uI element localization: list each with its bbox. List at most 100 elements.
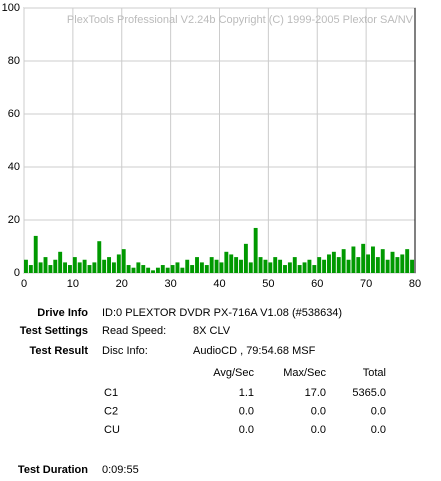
bar (371, 246, 375, 273)
bar (170, 265, 175, 273)
bar (87, 265, 92, 273)
y-tick-label: 100 (2, 2, 20, 14)
bar (375, 257, 380, 273)
bar (229, 254, 234, 273)
x-tick-label: 80 (409, 278, 421, 290)
bar (155, 267, 160, 273)
table-cell: 17.0 (305, 387, 326, 399)
table-cell: 1.1 (239, 387, 254, 399)
bar (199, 262, 204, 273)
table-cell: 0.0 (311, 424, 326, 436)
bar (366, 254, 371, 273)
bar (312, 265, 317, 273)
bar (102, 259, 107, 273)
x-tick-label: 60 (311, 278, 323, 290)
info-label: Test Duration (18, 464, 88, 476)
bar (395, 257, 400, 273)
bar (141, 265, 146, 273)
bar (385, 259, 390, 273)
bar (351, 246, 356, 273)
bar (327, 254, 331, 273)
bar (209, 257, 214, 273)
bar (410, 259, 415, 273)
bar (28, 265, 33, 273)
x-tick-label: 40 (213, 278, 225, 290)
bar (107, 257, 111, 273)
info-value: 8X CLV (193, 325, 231, 337)
bar (180, 267, 185, 273)
bar (283, 265, 287, 273)
bar (273, 257, 278, 273)
bar (405, 249, 410, 273)
bar (126, 265, 131, 273)
bar (146, 267, 151, 273)
bar (190, 265, 195, 273)
bar (361, 243, 366, 273)
x-tick-label: 10 (67, 278, 79, 290)
bar (239, 259, 243, 273)
info-value: ID:0 PLEXTOR DVDR PX-716A V1.08 (#538634… (102, 307, 342, 319)
bar (33, 235, 38, 273)
x-tick-label: 0 (21, 278, 27, 290)
bar (38, 262, 43, 273)
info-label: Drive Info (37, 307, 88, 319)
bar (258, 257, 263, 273)
bar (72, 257, 77, 273)
bar (53, 259, 58, 273)
bar (175, 262, 180, 273)
bar (77, 262, 82, 273)
info-key: Read Speed: (102, 325, 166, 337)
bar (43, 257, 48, 273)
bar (136, 262, 141, 273)
info-key: Disc Info: (102, 345, 148, 357)
bar (322, 259, 327, 273)
bar (346, 259, 351, 273)
bar (292, 257, 297, 273)
bar (165, 267, 170, 273)
table-header: Avg/Sec (213, 367, 254, 379)
info-label: Test Result (30, 345, 89, 357)
bar (234, 257, 239, 273)
watermark: PlexTools Professional V2.24b Copyright … (67, 14, 414, 26)
info-value: AudioCD , 79:54.68 MSF (193, 345, 316, 357)
bar (268, 262, 273, 273)
bar (82, 259, 87, 273)
table-header: Max/Sec (283, 367, 326, 379)
table-header: Total (363, 367, 386, 379)
bar (121, 249, 126, 273)
row-label: C2 (104, 405, 118, 417)
bar (24, 259, 28, 273)
x-tick-label: 20 (116, 278, 128, 290)
bar (97, 241, 102, 273)
bar (195, 257, 199, 273)
bar (63, 262, 68, 273)
table-cell: 0.0 (239, 405, 254, 417)
bar (219, 262, 224, 273)
info-label: Test Settings (20, 325, 88, 337)
bar (400, 254, 405, 273)
bar (356, 257, 361, 273)
table-cell: 5365.0 (352, 387, 386, 399)
y-tick-label: 60 (8, 108, 20, 120)
row-label: CU (104, 424, 120, 436)
y-tick-label: 40 (8, 161, 20, 173)
bar (307, 259, 312, 273)
bar (248, 262, 253, 273)
x-tick-label: 70 (360, 278, 372, 290)
bar (263, 259, 268, 273)
y-tick-label: 80 (8, 55, 20, 67)
bar (287, 262, 292, 273)
bar (390, 251, 395, 273)
table-cell: 0.0 (239, 424, 254, 436)
bar (253, 227, 258, 273)
bar (48, 265, 53, 273)
bar (380, 249, 385, 273)
bar (116, 254, 121, 273)
bar (58, 251, 63, 273)
bar (111, 262, 116, 273)
bar (67, 265, 72, 273)
bar (151, 270, 155, 273)
bar (243, 243, 248, 273)
bar (302, 262, 307, 273)
